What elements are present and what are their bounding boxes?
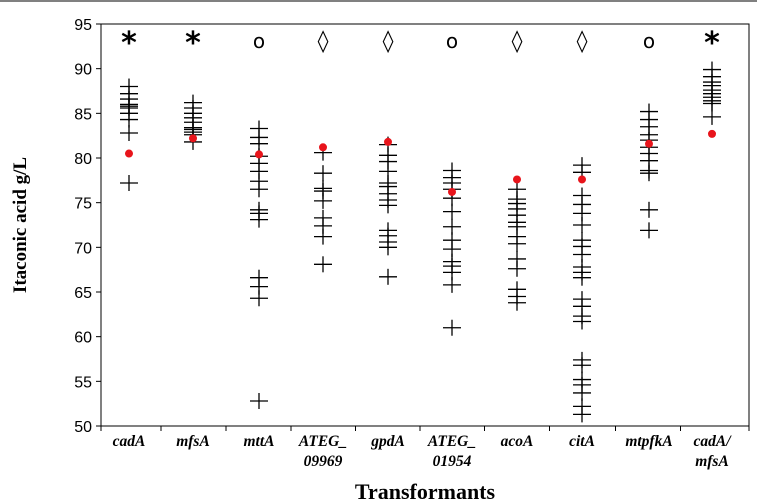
replicate-marker <box>314 256 332 273</box>
y-tick-label: 50 <box>74 419 92 436</box>
replicate-marker <box>573 232 591 249</box>
significance-marker: ◊ <box>383 29 394 54</box>
x-category-label: ATEG_ <box>298 433 347 450</box>
x-category-label: acoA <box>501 433 534 450</box>
replicate-marker <box>250 392 268 409</box>
replicate-marker <box>120 175 138 192</box>
replicate-marker <box>379 268 397 285</box>
reference-point <box>125 149 133 158</box>
x-category-label: citA <box>569 433 595 450</box>
reference-point <box>708 129 716 138</box>
replicate-marker <box>508 250 526 267</box>
y-tick-label: 80 <box>74 151 92 168</box>
replicate-marker <box>508 181 526 198</box>
y-tick-label: 95 <box>74 17 92 34</box>
replicate-marker <box>443 232 461 249</box>
x-category-label: mfsA <box>176 433 210 450</box>
plot-area <box>100 23 750 427</box>
replicate-marker <box>120 78 138 95</box>
replicate-marker <box>443 203 461 220</box>
x-category-label: ATEG_ <box>427 433 476 450</box>
replicate-marker <box>250 120 268 137</box>
replicate-marker <box>314 180 332 197</box>
y-axis-title: Itaconic acid g/L <box>10 157 31 293</box>
y-tick-label: 70 <box>74 240 92 257</box>
plot-border <box>100 23 750 427</box>
x-category-label: mfsA <box>695 453 729 470</box>
x-category-label: cadA <box>113 433 146 450</box>
reference-point <box>513 175 521 184</box>
reference-point <box>384 137 392 146</box>
reference-point <box>319 143 327 152</box>
replicate-marker <box>314 165 332 182</box>
replicate-marker <box>250 201 268 218</box>
reference-point <box>578 175 586 184</box>
significance-marker: ◊ <box>318 29 329 54</box>
y-tick-label: 85 <box>74 106 92 123</box>
y-tick-label: 55 <box>74 374 92 391</box>
significance-marker: ◊ <box>512 29 523 54</box>
significance-marker: * <box>185 26 201 61</box>
replicate-marker <box>703 61 721 78</box>
replicate-marker <box>379 222 397 239</box>
replicate-marker <box>508 281 526 298</box>
x-axis: cadA mfsA mttA ATEG_ 09969 gpdA ATEG_ 01954 acoA… <box>100 426 750 470</box>
replicate-marker <box>573 398 591 415</box>
replicate-marker <box>573 371 591 388</box>
reference-point <box>255 150 263 159</box>
replicate-marker <box>573 351 591 368</box>
x-category-label: 01954 <box>433 453 472 470</box>
replicate-marker <box>443 319 461 336</box>
significance-marker: o <box>643 29 655 53</box>
y-tick-label: 90 <box>74 62 92 79</box>
x-category-label: mttA <box>243 433 274 450</box>
replicate-marker <box>573 187 591 204</box>
replicate-marker <box>120 124 138 141</box>
x-category-label: gpdA <box>370 433 405 450</box>
x-category-label: cadA/ <box>693 433 732 450</box>
significance-marker: ◊ <box>577 29 588 54</box>
significance-marker: * <box>704 26 720 61</box>
replicate-marker <box>640 103 658 120</box>
x-axis-title: Transformants <box>355 479 496 503</box>
significance-marker: o <box>253 29 265 53</box>
replicate-marker <box>314 209 332 226</box>
replicate-marker <box>443 218 461 235</box>
replicate-marker <box>640 201 658 218</box>
x-category-label: 09969 <box>304 453 343 470</box>
reference-point <box>189 134 197 143</box>
y-tick-label: 75 <box>74 196 92 213</box>
replicate-marker <box>703 108 721 125</box>
replicate-marker <box>573 157 591 174</box>
reference-point <box>448 187 456 196</box>
data-marks: * * o ◊ ◊ o ◊ ◊ o * <box>120 26 721 423</box>
x-category-label: mtpfkA <box>625 433 672 450</box>
y-axis: 50 55 60 65 70 75 80 85 90 95 <box>74 17 101 436</box>
significance-marker: * <box>121 26 137 61</box>
replicate-marker <box>184 94 202 111</box>
replicate-marker <box>443 162 461 179</box>
replicate-marker <box>640 222 658 239</box>
y-tick-label: 60 <box>74 330 92 347</box>
reference-point <box>645 139 653 148</box>
replicate-marker <box>573 291 591 308</box>
replicate-marker <box>250 269 268 286</box>
significance-marker: o <box>446 29 458 53</box>
y-tick-label: 65 <box>74 285 92 302</box>
